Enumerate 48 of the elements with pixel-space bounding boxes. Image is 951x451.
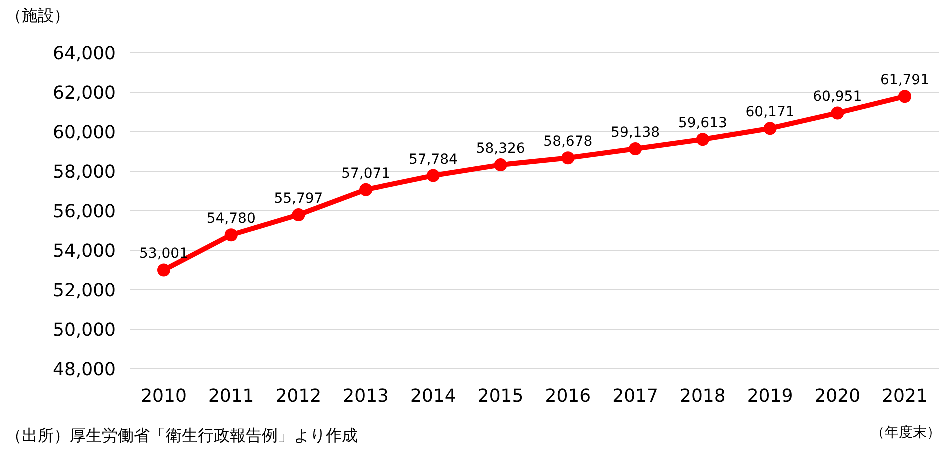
data-label: 57,071 — [342, 166, 391, 182]
data-label: 58,326 — [476, 141, 526, 158]
point — [426, 169, 440, 182]
point — [360, 183, 373, 196]
point — [292, 208, 306, 222]
point — [898, 90, 912, 104]
y-tick-label: 62,000 — [53, 82, 116, 104]
point — [629, 142, 642, 156]
data-label: 57,784 — [408, 152, 458, 168]
x-tick-label: 2020 — [814, 386, 861, 407]
point — [831, 106, 844, 120]
point — [696, 133, 710, 146]
x-tick-label: 2010 — [141, 386, 187, 407]
y-tick-label: 54,000 — [53, 240, 116, 262]
y-tick-label: 52,000 — [53, 280, 116, 302]
text: （出所）厚生労働省「衛生行政報告例」より作成 — [6, 426, 358, 447]
x-tick-label: 2018 — [680, 386, 726, 407]
data-label: 60,951 — [813, 89, 862, 106]
y-tick-label: 58,000 — [53, 162, 116, 183]
y-tick-label: 60,000 — [53, 122, 116, 144]
y-axis-title: （施設） — [6, 6, 70, 27]
x-tick-label: 2015 — [478, 386, 524, 407]
data-label: 60,171 — [746, 104, 795, 121]
data-label: 54,780 — [206, 211, 256, 228]
x-tick-label: 2017 — [612, 386, 658, 407]
point — [764, 122, 777, 136]
y-tick-label: 50,000 — [53, 320, 116, 341]
data-label: 55,797 — [274, 191, 324, 208]
x-axis-title: （年度末） — [871, 424, 941, 442]
point — [158, 264, 170, 277]
x-tick-label: 2012 — [276, 386, 322, 407]
y-tick-label: 48,000 — [53, 359, 116, 380]
data-label: 53,001 — [140, 246, 188, 262]
y-tick-label: 56,000 — [53, 201, 116, 222]
data-label: 61,791 — [880, 72, 930, 89]
point — [494, 158, 508, 172]
data-label: 59,138 — [611, 125, 660, 142]
x-tick-label: 2019 — [747, 386, 794, 407]
x-tick-label: 2016 — [545, 386, 592, 407]
x-tick-label: 2013 — [343, 386, 389, 407]
point — [224, 228, 238, 242]
data-label: 58,678 — [544, 134, 593, 150]
point — [562, 152, 575, 165]
y-tick-label: 64,000 — [53, 43, 116, 64]
data-label: 59,613 — [678, 116, 728, 132]
x-tick-label: 2011 — [208, 386, 254, 407]
x-tick-label: 2014 — [410, 386, 456, 407]
x-tick-label: 2021 — [882, 386, 928, 407]
